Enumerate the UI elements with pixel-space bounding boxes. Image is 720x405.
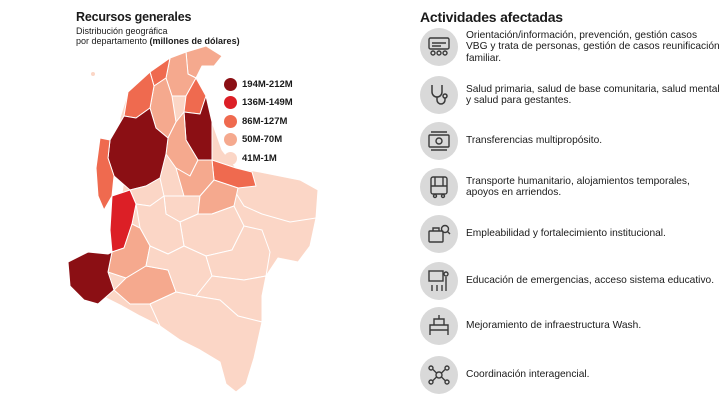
map-title: Recursos generales [76, 10, 192, 24]
activity-item: Transferencias multipropósito. [420, 122, 720, 160]
region-narino [67, 251, 115, 305]
coordination-icon [420, 356, 458, 394]
legend-swatch [224, 151, 237, 165]
legend-label: 86M-127M [242, 115, 288, 127]
activities-panel: Actividades afectadas Orientación/inform… [410, 0, 720, 405]
legend-label: 50M-70M [242, 134, 283, 146]
briefcase-search-icon [420, 215, 458, 253]
legend-swatch [224, 77, 237, 91]
activity-text: Mejoramiento de infraestructura Wash. [466, 320, 642, 332]
people-network-icon [420, 28, 458, 66]
activity-text: Transporte humanitario, alojamientos tem… [466, 175, 690, 199]
activity-item: Salud primaria, salud de base comunitari… [420, 76, 720, 114]
legend-swatch [224, 96, 237, 110]
legend-item: 136M-149M [224, 94, 293, 113]
stethoscope-icon [420, 76, 458, 114]
activity-item: Orientación/información, prevención, ges… [420, 28, 720, 66]
map-legend: 194M-212M 136M-149M 86M-127M 50M-70M 41M… [224, 75, 293, 168]
region-san-andres [90, 71, 96, 77]
legend-item: 41M-1M [224, 149, 293, 168]
legend-label: 194M-212M [242, 78, 293, 90]
legend-item: 50M-70M [224, 131, 293, 150]
education-icon [420, 262, 458, 300]
activity-text: Orientación/información, prevención, ges… [466, 29, 720, 64]
water-infrastructure-icon [420, 307, 458, 345]
activity-item: Empleabilidad y fortalecimiento instituc… [420, 215, 720, 253]
cash-transfer-icon [420, 122, 458, 160]
region-guajira [185, 45, 223, 79]
activity-text: Transferencias multipropósito. [466, 135, 603, 147]
map-panel: Recursos generales Distribución geográfi… [67, 10, 319, 393]
legend-label: 136M-149M [242, 97, 293, 109]
activity-item: Transporte humanitario, alojamientos tem… [420, 168, 720, 206]
map-subtitle-prefix: por departamento [76, 36, 150, 46]
activities-title: Actividades afectadas [420, 9, 563, 25]
legend-swatch [224, 114, 237, 128]
colombia-choropleth-map [67, 45, 319, 393]
map-subtitle-line2: por departamento (millones de dólares) [76, 36, 276, 46]
activity-text: Educación de emergencias, acceso sistema… [466, 275, 715, 287]
legend-label: 41M-1M [242, 152, 277, 164]
legend-item: 86M-127M [224, 112, 293, 131]
bus-icon [420, 168, 458, 206]
activity-text: Salud primaria, salud de base comunitari… [466, 83, 720, 107]
legend-swatch [224, 133, 237, 147]
region-amazonas [149, 291, 263, 393]
map-subtitle: Distribución geográfica por departamento… [76, 26, 276, 46]
map-subtitle-line1: Distribución geográfica [76, 26, 168, 36]
activity-item: Coordinación interagencial. [420, 356, 720, 394]
activity-text: Empleabilidad y fortalecimiento instituc… [466, 228, 666, 240]
legend-item: 194M-212M [224, 75, 293, 94]
activity-text: Coordinación interagencial. [466, 369, 590, 381]
activity-item: Educación de emergencias, acceso sistema… [420, 262, 720, 300]
map-subtitle-units: (millones de dólares) [149, 36, 240, 46]
activity-item: Mejoramiento de infraestructura Wash. [420, 307, 720, 345]
